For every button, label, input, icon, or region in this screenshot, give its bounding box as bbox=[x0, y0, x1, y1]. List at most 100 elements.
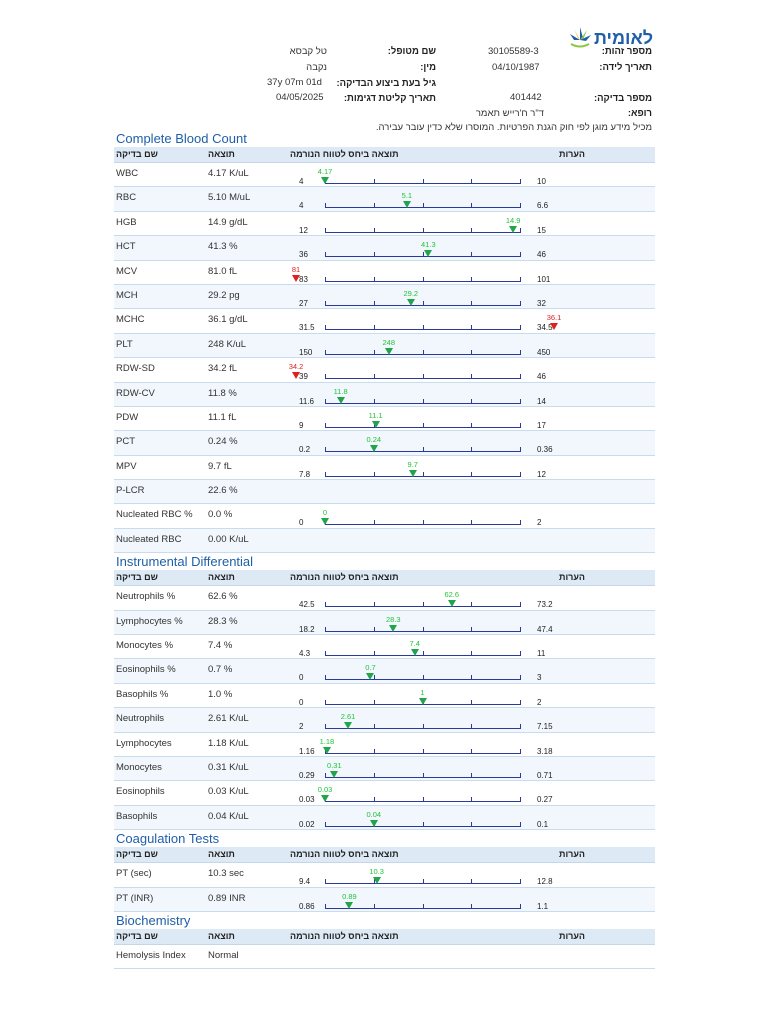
result-col: תוצאה bbox=[208, 572, 235, 583]
range-high: 47.4 bbox=[537, 624, 553, 634]
range-tick bbox=[373, 179, 375, 184]
range-tick bbox=[520, 325, 521, 331]
test-name: RDW-SD bbox=[116, 363, 155, 375]
result-marker-icon bbox=[402, 201, 411, 209]
range-tick bbox=[373, 252, 375, 258]
range-tick bbox=[422, 724, 424, 730]
range-tick bbox=[471, 374, 473, 380]
range-tick bbox=[520, 398, 521, 404]
test-name: MCH bbox=[116, 289, 138, 301]
table-row: Basophils % 1.0 % 0 2 1 bbox=[114, 684, 655, 709]
range-tick bbox=[520, 227, 521, 233]
range-low: 11.6 bbox=[299, 396, 314, 406]
result-marker-label: 2.61 bbox=[340, 712, 356, 722]
notes-col: הערות bbox=[559, 149, 586, 159]
table-row: Basophils 0.04 K/uL 0.02 0.1 0.04 bbox=[114, 805, 655, 831]
table-row: Nucleated RBC 0.00 K/uL bbox=[114, 528, 655, 554]
range-tick bbox=[325, 325, 326, 331]
range-tick bbox=[325, 821, 326, 827]
range-tick bbox=[373, 227, 375, 233]
test-result: Normal bbox=[208, 949, 239, 961]
range-low: 0 bbox=[299, 673, 304, 683]
result-marker-label: 0 bbox=[322, 508, 328, 518]
test-name: PT (INR) bbox=[116, 892, 154, 904]
range-high: 7.15 bbox=[537, 722, 553, 732]
table-row: MCHC 36.1 g/dL 31.5 34.5 36.1 bbox=[114, 309, 655, 334]
test-name: P-LCR bbox=[116, 485, 145, 497]
range-tick bbox=[471, 349, 473, 355]
range-tick bbox=[471, 203, 473, 209]
test-result: 1.18 K/uL bbox=[208, 737, 249, 749]
range-low: 0 bbox=[299, 697, 304, 707]
range-low: 9.4 bbox=[299, 877, 311, 887]
result-marker-icon bbox=[322, 746, 331, 754]
table-row: RDW-SD 34.2 fL 39 46 34.2 bbox=[114, 358, 655, 383]
test-result: 11.1 fL bbox=[208, 411, 237, 423]
range-tick bbox=[471, 276, 473, 282]
test-name: Monocytes bbox=[116, 761, 162, 773]
range-high: 101 bbox=[537, 274, 551, 284]
table-row: WBC 4.17 K/uL 4 10 4.17 bbox=[114, 163, 655, 188]
range-tick bbox=[471, 520, 473, 526]
range-low: 0.03 bbox=[299, 795, 315, 805]
table-row: Monocytes 0.31 K/uL 0.29 0.71 0.31 bbox=[114, 756, 655, 782]
range-col: תוצאה ביחס לטווח הנורמה bbox=[290, 849, 399, 860]
range-tick bbox=[520, 879, 521, 885]
test-result: 2.61 K/uL bbox=[208, 713, 249, 725]
table-row: Eosinophils % 0.7 % 0 3 0.7 bbox=[114, 659, 655, 684]
test-name: WBC bbox=[116, 168, 139, 179]
range-high: 0.36 bbox=[537, 445, 553, 455]
range-high: 3 bbox=[537, 673, 542, 683]
test-result: 0.31 K/uL bbox=[208, 761, 249, 773]
range-tick bbox=[471, 422, 473, 428]
test-result: 36.1 g/dL bbox=[208, 314, 248, 326]
table-row: PLT 248 K/uL 150 450 248 bbox=[114, 333, 655, 359]
test-name: Nucleated RBC % bbox=[116, 509, 193, 521]
range-low: 0.02 bbox=[299, 819, 315, 829]
table-row: Neutrophils % 62.6 % 42.5 73.2 62.6 bbox=[114, 586, 655, 611]
range-tick bbox=[422, 325, 424, 331]
results-sections: Complete Blood Count שם בדיקה תוצאה תוצאה ב… bbox=[114, 130, 655, 970]
table-row: MCH 29.2 pg 27 32 29.2 bbox=[114, 284, 655, 310]
range-tick bbox=[373, 374, 375, 380]
table-row: HGB 14.9 g/dL 12 15 14.9 bbox=[114, 212, 655, 237]
range-tick bbox=[325, 349, 326, 355]
range-high: 14 bbox=[537, 396, 546, 406]
table-row: PDW 11.1 fL 9 17 11.1 bbox=[114, 407, 655, 432]
range-tick bbox=[520, 520, 521, 526]
range-tick bbox=[520, 447, 521, 453]
result-marker-icon bbox=[369, 819, 378, 827]
range-high: 34.5 bbox=[537, 323, 553, 333]
range-tick bbox=[373, 300, 375, 306]
test-result: 22.6 % bbox=[208, 485, 238, 497]
table-row: PT (INR) 0.89 INR 0.86 1.1 0.89 bbox=[114, 887, 655, 912]
range-tick bbox=[422, 626, 424, 632]
test-result: 9.7 fL bbox=[208, 460, 232, 472]
result-marker-icon bbox=[292, 274, 300, 282]
sample-date-label: תאריך קליטת דגימות: bbox=[343, 93, 436, 104]
result-marker-icon bbox=[418, 697, 427, 705]
test-name-col: שם בדיקה bbox=[116, 849, 158, 860]
range-low: 0.29 bbox=[299, 770, 315, 780]
range-tick bbox=[325, 374, 326, 380]
range-tick bbox=[422, 422, 424, 428]
dob-label: תאריך לידה: bbox=[599, 62, 652, 73]
range-col: תוצאה ביחס לטווח הנורמה bbox=[290, 572, 399, 583]
id-value: 30105589-3 bbox=[488, 46, 539, 57]
test-no-label: מספר בדיקה: bbox=[593, 93, 652, 104]
result-marker-label: 0.89 bbox=[342, 891, 357, 901]
test-result: 0.89 INR bbox=[208, 892, 246, 904]
test-result: 29.2 pg bbox=[208, 289, 240, 301]
result-marker-label: 34.2 bbox=[288, 362, 304, 372]
notes-col: הערות bbox=[559, 849, 586, 860]
range-tick bbox=[422, 602, 424, 608]
notes-col: הערות bbox=[559, 572, 586, 583]
result-marker-label: 14.9 bbox=[505, 215, 521, 225]
result-col: תוצאה bbox=[208, 930, 235, 941]
range-low: 42.5 bbox=[299, 600, 315, 610]
table-row: Neutrophils 2.61 K/uL 2 7.15 2.61 bbox=[114, 708, 655, 733]
section-title: Coagulation Tests bbox=[116, 831, 220, 847]
table-header: שם בדיקה תוצאה תוצאה ביחס לטווח הנורמה הערו… bbox=[114, 570, 655, 587]
test-result: 0.04 K/uL bbox=[208, 810, 249, 822]
range-tick bbox=[373, 772, 375, 778]
